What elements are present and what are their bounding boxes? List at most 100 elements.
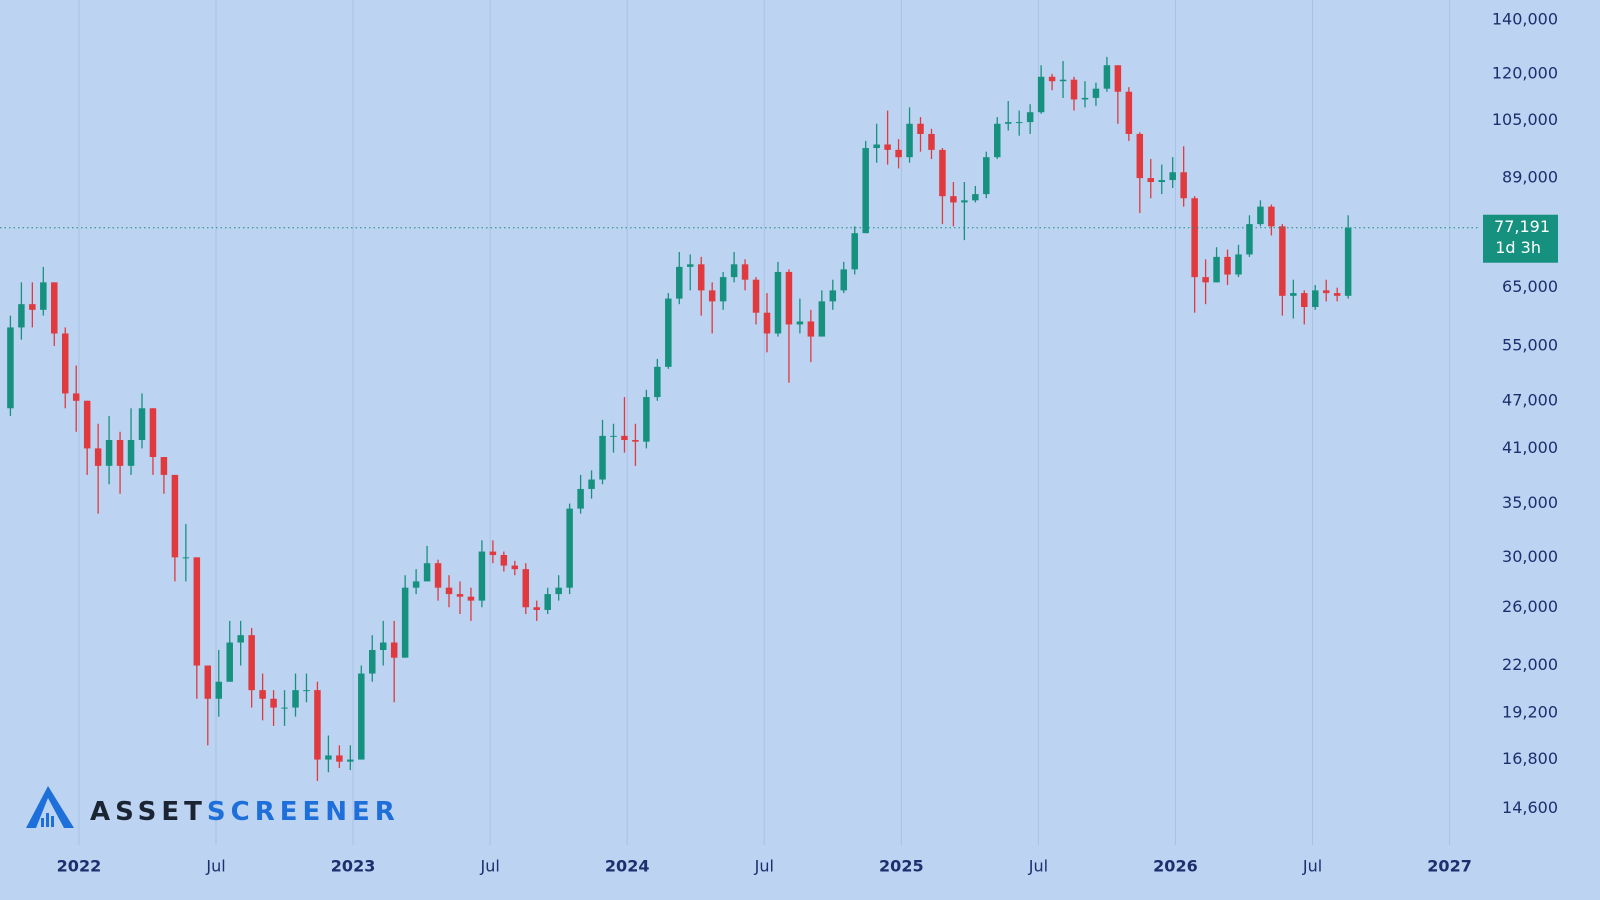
candle-body [785,271,793,325]
candle-body [390,642,398,658]
candle-body [1301,293,1308,307]
countdown-label: 1d 3h [1495,238,1541,257]
y-tick-label: 41,000 [1502,438,1558,457]
candle-body [1114,65,1122,92]
candle-body [1191,198,1198,278]
candle-body [511,565,519,570]
y-tick-label: 89,000 [1502,168,1558,187]
candle-body [994,123,1001,158]
x-tick-label: 2024 [605,857,650,876]
y-tick-label: 16,800 [1502,749,1558,768]
candle-body [412,581,420,588]
candle-body [599,435,606,480]
candle-body [1158,180,1165,183]
candle-body [281,707,288,709]
candle-body [632,439,639,442]
candle-body [193,557,201,666]
candle-body [434,563,442,588]
candle-body [1180,172,1187,199]
y-tick-label: 30,000 [1502,547,1558,566]
candle-body [226,642,233,682]
candle-body [972,194,979,201]
candle-body [1344,227,1352,296]
candle-body [522,569,530,608]
candle-body [533,607,540,610]
candle-body [127,439,135,466]
candle-body [939,149,946,197]
candle-body [478,551,486,601]
y-tick-label: 105,000 [1492,110,1558,129]
candle-body [500,555,508,566]
candle-body [347,759,354,762]
candle-body [51,282,58,334]
logo-bar [51,816,54,827]
logo-bar [41,818,44,827]
x-tick-label: Jul [754,857,774,876]
candle-body [358,673,365,760]
logo-part1: ASSET [90,797,207,827]
candle-body [1081,97,1089,100]
candle-body [961,200,968,203]
candle-body [796,321,804,325]
y-tick-label: 55,000 [1502,335,1558,354]
candle-body [1103,65,1111,89]
x-tick-label: Jul [1302,857,1322,876]
candle-body [665,298,672,367]
candle-body [1235,254,1242,275]
candle-body [248,635,255,691]
candle-body [566,508,573,588]
candle-body [829,290,837,302]
price-box [1483,214,1558,263]
x-tick-label: 2025 [879,857,924,876]
y-tick-label: 19,200 [1502,702,1558,721]
candle-body [1059,79,1067,82]
candle-body [1026,112,1034,123]
candle-body [1070,79,1078,100]
price-label: 77,191 [1494,217,1550,236]
candle-body [610,435,617,437]
x-tick-label: 2026 [1153,857,1198,876]
candle-body [325,755,332,760]
x-tick-label: Jul [205,857,225,876]
candle-body [171,474,179,558]
candle-body [643,397,650,442]
candle-body [917,123,924,134]
candle-body [621,435,628,440]
candle-body [1004,122,1012,124]
candle-body [61,333,69,394]
candle-body [270,698,277,708]
logo-part2: SCREENER [207,797,400,827]
candle-body [138,408,146,440]
candle-body [1224,256,1231,275]
candle-body [884,144,891,150]
candle-body [774,271,782,334]
candle-body [401,587,409,658]
y-tick-label: 22,000 [1502,655,1558,674]
candle-body [895,149,902,158]
candle-body [1268,206,1275,227]
candle-body [840,269,848,291]
candle-body [697,264,705,291]
candle-body [1015,122,1023,124]
y-tick-label: 140,000 [1492,10,1558,29]
candle-body [807,321,815,337]
y-tick-label: 35,000 [1502,493,1558,512]
candle-body [259,690,266,699]
candle-body [873,144,880,149]
candle-body [314,690,321,760]
candle-body [116,439,124,466]
candle-body [730,264,738,278]
candle-body [182,557,190,559]
candle-body [654,366,661,398]
candle-body [1333,293,1341,296]
candle-body [906,123,913,158]
y-tick-label: 26,000 [1502,597,1558,616]
candle-body [105,439,113,466]
candle-body [83,400,91,449]
candle-body [149,408,157,458]
candle-body [752,279,760,313]
candle-body [1147,178,1155,183]
candle-body [336,755,343,762]
